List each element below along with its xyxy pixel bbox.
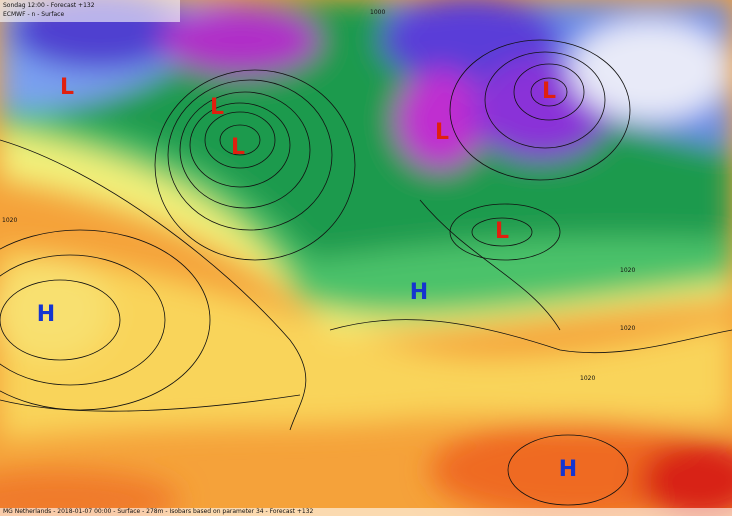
isobar-label: 1020	[620, 325, 635, 332]
header-line: Sondag 12:00 - Forecast +132	[3, 2, 95, 9]
header-box	[0, 0, 180, 22]
isobars	[0, 39, 732, 506]
isobar-label: 1000	[370, 9, 385, 16]
pressure-center: L	[495, 219, 509, 244]
header-line: ECMWF - n - Surface	[3, 11, 64, 18]
pressure-center: L	[210, 95, 224, 120]
pressure-center: H	[410, 280, 428, 305]
pressure-center: L	[435, 120, 449, 145]
footer-box	[0, 508, 732, 516]
isobar-label: 1020	[620, 267, 635, 274]
pressure-center: H	[37, 302, 55, 327]
isobar-label: 1020	[2, 217, 17, 224]
pressure-center: L	[542, 79, 556, 104]
footer: MG Netherlands - 2018-01-07 00:00 - Surf…	[3, 508, 314, 515]
isobar-label: 1020	[580, 375, 595, 382]
pressure-center: H	[559, 457, 577, 482]
pressure-center: L	[60, 75, 74, 100]
pressure-center: L	[231, 135, 245, 160]
